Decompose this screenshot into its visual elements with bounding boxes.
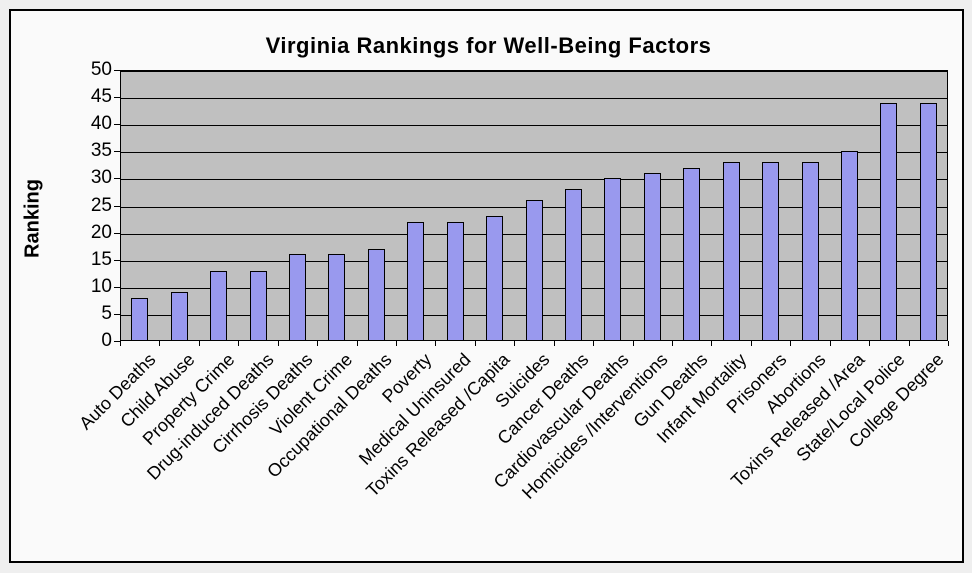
x-tick-mark-20: [909, 341, 910, 346]
x-tick-mark-3: [238, 341, 239, 346]
x-tick-mark-17: [790, 341, 791, 346]
bar-cirrhosis-deaths: [289, 254, 306, 341]
x-tick-mark-8: [435, 341, 436, 346]
chart-title: Virginia Rankings for Well-Being Factors: [265, 33, 712, 58]
y-tick-label-45: 45: [90, 86, 112, 108]
x-tick-mark-21: [948, 341, 949, 346]
x-tick-mark-5: [317, 341, 318, 346]
bar-property-crime: [210, 271, 227, 341]
x-tick-mark-18: [830, 341, 831, 346]
bar-auto-deaths: [131, 298, 148, 341]
bar-child-abuse: [171, 292, 188, 341]
y-tick-label-15: 15: [90, 248, 112, 270]
x-tick-mark-0: [120, 341, 121, 346]
y-axis-title: Ranking: [21, 179, 44, 258]
y-tick-label-40: 40: [90, 113, 112, 135]
bar-medical-uninsured: [447, 222, 464, 341]
gridline-y-50: [121, 71, 947, 72]
bar-prisoners: [762, 162, 779, 341]
x-tick-mark-7: [396, 341, 397, 346]
y-tick-mark-10: [114, 286, 120, 288]
x-tick-mark-11: [554, 341, 555, 346]
y-tick-mark-0: [114, 341, 120, 342]
y-tick-mark-15: [114, 259, 120, 261]
y-tick-label-0: 0: [101, 330, 112, 351]
x-tick-mark-12: [593, 341, 594, 346]
y-tick-mark-40: [114, 124, 120, 126]
y-tick-mark-50: [114, 70, 120, 71]
bar-homicides-interventions: [644, 173, 661, 341]
bar-toxins-released-area: [841, 151, 858, 341]
bar-poverty: [407, 222, 424, 341]
x-tick-mark-2: [199, 341, 200, 346]
y-tick-mark-45: [114, 97, 120, 99]
bar-drug-induced-deaths: [250, 271, 267, 341]
gridline-y-30: [121, 179, 947, 181]
y-tick-label-35: 35: [90, 140, 112, 162]
gridline-y-45: [121, 98, 947, 100]
y-tick-mark-25: [114, 205, 120, 207]
gridline-y-40: [121, 125, 947, 127]
y-tick-label-5: 5: [101, 302, 112, 324]
y-tick-label-25: 25: [90, 194, 112, 216]
y-tick-label-30: 30: [90, 167, 112, 189]
y-tick-label-50: 50: [90, 59, 112, 80]
y-tick-mark-30: [114, 178, 120, 180]
bar-infant-mortality: [723, 162, 740, 341]
bar-gun-deaths: [683, 168, 700, 341]
y-tick-mark-5: [114, 313, 120, 315]
bar-cardiovascular-deaths: [604, 178, 621, 341]
bar-toxins-released-capita: [486, 216, 503, 341]
y-tick-label-20: 20: [90, 221, 112, 243]
bar-abortions: [802, 162, 819, 341]
bar-suicides: [526, 200, 543, 341]
gridline-y-35: [121, 152, 947, 154]
x-tick-mark-6: [357, 341, 358, 346]
x-tick-mark-15: [711, 341, 712, 346]
x-tick-mark-13: [633, 341, 634, 346]
x-tick-mark-10: [514, 341, 515, 346]
bar-state-local-police: [880, 103, 897, 341]
y-tick-mark-35: [114, 151, 120, 153]
x-tick-mark-16: [751, 341, 752, 346]
x-tick-mark-9: [475, 341, 476, 346]
x-tick-mark-4: [278, 341, 279, 346]
x-tick-mark-14: [672, 341, 673, 346]
y-tick-label-10: 10: [90, 275, 112, 297]
bar-cancer-deaths: [565, 189, 582, 341]
bar-college-degree: [920, 103, 937, 341]
bar-violent-crime: [328, 254, 345, 341]
bar-occupational-deaths: [368, 249, 385, 341]
x-tick-mark-19: [869, 341, 870, 346]
x-tick-mark-1: [159, 341, 160, 346]
y-tick-mark-20: [114, 232, 120, 234]
